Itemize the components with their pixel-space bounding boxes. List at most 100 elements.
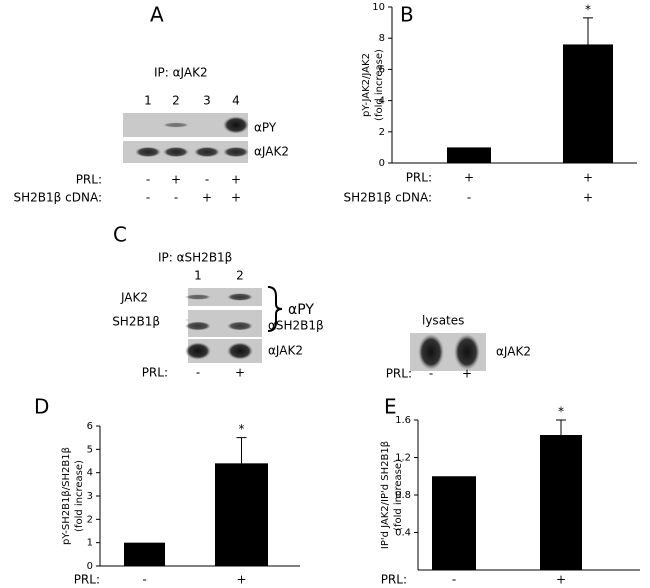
band-label: SH2B1β [112, 315, 160, 329]
blot-band [185, 321, 211, 331]
lane-number: 1 [194, 269, 202, 283]
condition-sign: + [236, 573, 246, 587]
blot-band [163, 122, 189, 128]
condition-sign: - [429, 367, 433, 381]
bar [447, 147, 491, 163]
blot-label: αJAK2 [254, 145, 289, 159]
ip-label: IP: αSH2B1β [158, 251, 232, 265]
blot-band [223, 146, 249, 158]
y-tick-label: 8 [379, 33, 385, 44]
condition-sign: - [196, 366, 200, 380]
y-axis-label: pY-JAK2/JAK2 [361, 53, 372, 117]
y-tick-label: 4 [379, 96, 385, 107]
annotation: * [585, 2, 591, 16]
y-tick-label: 1.2 [395, 453, 411, 464]
blot-band [454, 333, 480, 371]
bar [124, 542, 165, 566]
blot-band [185, 294, 211, 300]
y-tick-label: 0 [379, 158, 385, 169]
y-axis-label: pY-SH2B1β/SH2B1β [61, 447, 72, 545]
lysates-title: lysates [422, 314, 464, 328]
y-tick-label: 6 [87, 421, 93, 432]
condition-label: SH2B1β cDNA: [344, 191, 432, 205]
lane-number: 2 [236, 269, 244, 283]
blot-label: αSH2B1β [268, 319, 324, 333]
blot-band [223, 116, 249, 134]
bracket-label: αPY [288, 302, 314, 318]
band-label: JAK2 [120, 291, 148, 305]
y-tick-label: 0 [87, 561, 93, 572]
ip-label: IP: αJAK2 [154, 66, 208, 80]
y-tick-label: 2 [379, 127, 385, 138]
condition-label: PRL: [406, 171, 432, 185]
condition-label: PRL: [142, 366, 168, 380]
annotation: * [239, 422, 245, 436]
lane-number: 2 [172, 94, 180, 108]
error-bar [583, 17, 593, 45]
condition-sign: + [583, 191, 593, 205]
condition-sign: - [146, 191, 150, 205]
condition-sign: + [462, 367, 472, 381]
panel-letter: A [150, 3, 164, 27]
y-tick-label: 10 [372, 2, 385, 13]
y-axis-label: (fold increase) [374, 49, 385, 121]
blot-label: αPY [254, 121, 277, 135]
y-axis-label: IP'd JAK2/IP'd SH2B1β [380, 441, 391, 549]
blot-strip [188, 315, 262, 337]
lane-number: 1 [144, 94, 152, 108]
condition-sign: + [231, 191, 241, 205]
bar [563, 44, 613, 163]
condition-sign: + [583, 171, 593, 185]
condition-sign: + [171, 173, 181, 187]
bar [215, 463, 268, 566]
bracket [267, 286, 283, 332]
condition-sign: - [142, 573, 146, 587]
blot-band [163, 146, 189, 158]
lane-number: 3 [203, 94, 211, 108]
y-axis-label: (fold increase) [74, 460, 85, 532]
condition-label: PRL: [381, 573, 407, 587]
blot-band [227, 293, 253, 301]
y-axis-label: (fold increase) [393, 459, 404, 531]
y-tick-label: 4 [87, 468, 93, 479]
blot-label: αJAK2 [496, 345, 531, 359]
blot-strip [188, 288, 262, 306]
blot-band [227, 321, 253, 331]
condition-sign: - [452, 573, 456, 587]
y-tick-label: 1 [87, 538, 93, 549]
condition-label: PRL: [74, 573, 100, 587]
condition-sign: + [235, 366, 245, 380]
condition-sign: - [467, 191, 471, 205]
condition-label: SH2B1β cDNA: [14, 191, 102, 205]
condition-sign: - [205, 173, 209, 187]
panel-letter: C [113, 223, 127, 247]
blot-band [227, 342, 253, 360]
panel-letter: E [384, 395, 397, 419]
error-bar [556, 419, 566, 435]
y-tick-label: 6 [379, 64, 385, 75]
bar [540, 435, 582, 570]
y-tick-label: 0.8 [395, 490, 411, 501]
annotation: * [558, 405, 564, 419]
y-tick-label: 3 [87, 491, 93, 502]
y-tick-label: 1.6 [395, 415, 411, 426]
y-tick-label: 5 [87, 444, 93, 455]
lane-number: 4 [232, 94, 240, 108]
blot-band [194, 146, 220, 158]
condition-sign: + [202, 191, 212, 205]
condition-sign: + [231, 173, 241, 187]
panel-letter: B [400, 3, 414, 27]
blot-band [185, 342, 211, 360]
condition-sign: + [556, 573, 566, 587]
condition-sign: - [146, 173, 150, 187]
y-tick-label: 2 [87, 514, 93, 525]
condition-label: PRL: [386, 367, 412, 381]
panel-letter: D [34, 395, 49, 419]
y-tick-label: 0.4 [395, 528, 411, 539]
blot-label: αJAK2 [268, 344, 303, 358]
condition-sign: - [174, 191, 178, 205]
blot-band [135, 146, 161, 158]
condition-label: PRL: [76, 173, 102, 187]
condition-sign: + [464, 171, 474, 185]
